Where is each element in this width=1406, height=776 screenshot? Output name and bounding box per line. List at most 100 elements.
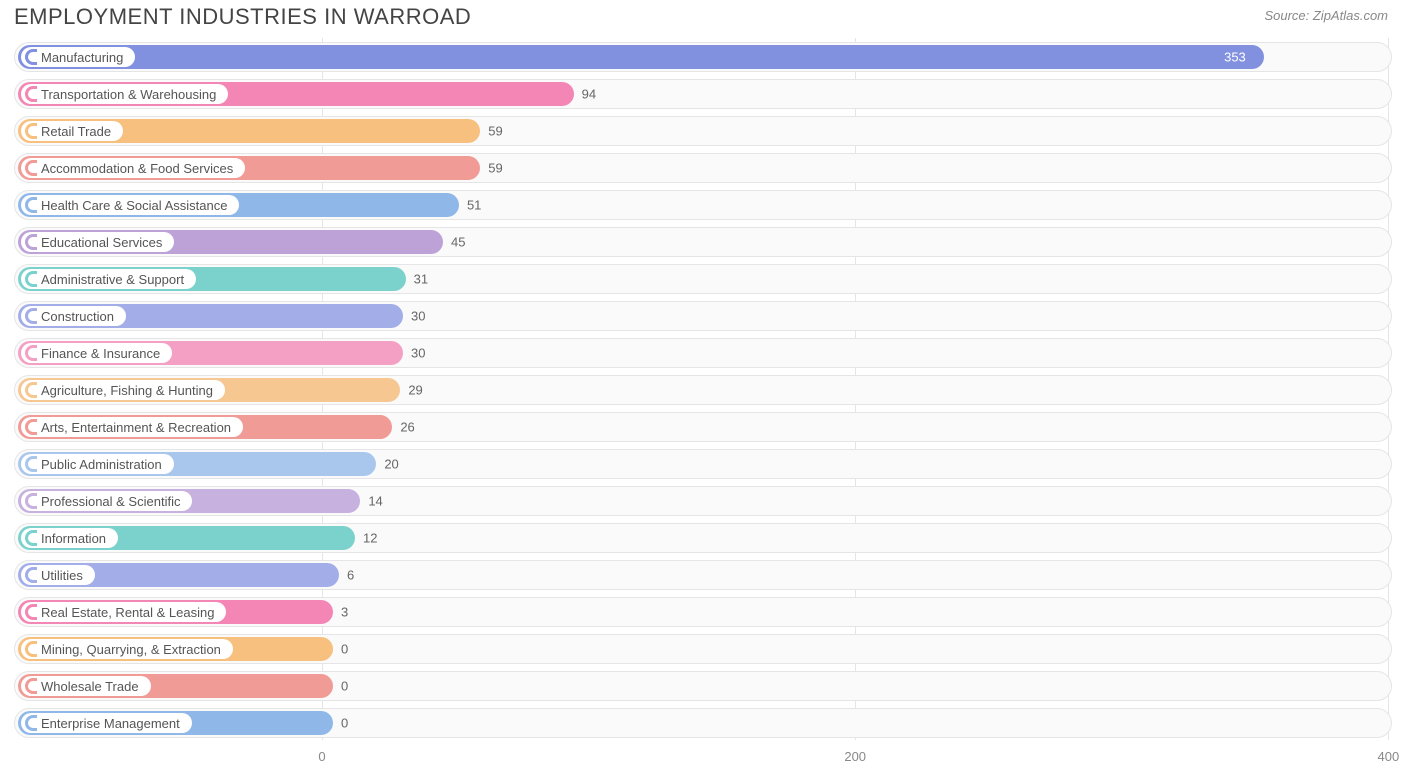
bar-label: Transportation & Warehousing [41, 87, 216, 102]
bar-label: Retail Trade [41, 124, 111, 139]
bar-row: Manufacturing 353 [14, 42, 1392, 72]
bar-row: Accommodation & Food Services 59 [14, 153, 1392, 183]
bars-container: Manufacturing 353 Transportation & Warehou… [14, 38, 1392, 738]
pill-arc [25, 604, 37, 620]
pill-arc [25, 234, 37, 250]
bar-label: Wholesale Trade [41, 679, 139, 694]
pill-arc [25, 678, 37, 694]
bar-label: Construction [41, 309, 114, 324]
bar-value: 94 [582, 87, 596, 102]
bar-value: 12 [363, 531, 377, 546]
bar-value: 0 [341, 679, 348, 694]
axis-tick-label: 400 [1378, 749, 1400, 764]
chart-area: Manufacturing 353 Transportation & Warehou… [0, 38, 1406, 740]
pill-arc [25, 641, 37, 657]
bar-row: Arts, Entertainment & Recreation 26 [14, 412, 1392, 442]
bar-label-pill: Public Administration [21, 454, 174, 474]
pill-arc [25, 49, 37, 65]
bar-label-pill: Administrative & Support [21, 269, 196, 289]
bar-label: Finance & Insurance [41, 346, 160, 361]
bar-row: Professional & Scientific 14 [14, 486, 1392, 516]
bar-label: Agriculture, Fishing & Hunting [41, 383, 213, 398]
bar-row: Utilities 6 [14, 560, 1392, 590]
bar-row: Agriculture, Fishing & Hunting 29 [14, 375, 1392, 405]
bar-value: 353 [1224, 50, 1379, 65]
bar-row: Public Administration 20 [14, 449, 1392, 479]
bar-label: Manufacturing [41, 50, 123, 65]
bar-row: Retail Trade 59 [14, 116, 1392, 146]
bar-label: Enterprise Management [41, 716, 180, 731]
pill-arc [25, 160, 37, 176]
bar-row: Construction 30 [14, 301, 1392, 331]
bar-value: 31 [414, 272, 428, 287]
bar-label: Information [41, 531, 106, 546]
bar-label: Public Administration [41, 457, 162, 472]
bar-label-pill: Information [21, 528, 118, 548]
bar-label: Accommodation & Food Services [41, 161, 233, 176]
bar-label-pill: Accommodation & Food Services [21, 158, 245, 178]
axis-tick-label: 200 [844, 749, 866, 764]
bar-value: 20 [384, 457, 398, 472]
bar-value: 51 [467, 198, 481, 213]
x-axis: 0200400 [14, 745, 1392, 769]
bar-label-pill: Construction [21, 306, 126, 326]
bar-value: 59 [488, 161, 502, 176]
bar-label-pill: Health Care & Social Assistance [21, 195, 239, 215]
bar-value: 30 [411, 346, 425, 361]
bar-value: 26 [400, 420, 414, 435]
pill-arc [25, 308, 37, 324]
bar-label-pill: Real Estate, Rental & Leasing [21, 602, 226, 622]
chart-header: EMPLOYMENT INDUSTRIES IN WARROAD Source:… [0, 0, 1406, 38]
bar-label-pill: Finance & Insurance [21, 343, 172, 363]
bar-label: Mining, Quarrying, & Extraction [41, 642, 221, 657]
bar-value: 14 [368, 494, 382, 509]
bar-label-pill: Professional & Scientific [21, 491, 192, 511]
chart-title: EMPLOYMENT INDUSTRIES IN WARROAD [14, 4, 471, 30]
bar-value: 59 [488, 124, 502, 139]
bar-row: Wholesale Trade 0 [14, 671, 1392, 701]
pill-arc [25, 382, 37, 398]
bar-value: 30 [411, 309, 425, 324]
chart-plot: Manufacturing 353 Transportation & Warehou… [14, 38, 1392, 740]
bar-value: 45 [451, 235, 465, 250]
bar-value: 0 [341, 642, 348, 657]
bar-row: Health Care & Social Assistance 51 [14, 190, 1392, 220]
bar-label-pill: Arts, Entertainment & Recreation [21, 417, 243, 437]
pill-arc [25, 567, 37, 583]
bar-label: Educational Services [41, 235, 162, 250]
bar-row: Enterprise Management 0 [14, 708, 1392, 738]
pill-arc [25, 123, 37, 139]
bar-value: 3 [341, 605, 348, 620]
bar-value: 0 [341, 716, 348, 731]
bar-label-pill: Utilities [21, 565, 95, 585]
bar-label: Arts, Entertainment & Recreation [41, 420, 231, 435]
pill-arc [25, 271, 37, 287]
bar-row: Educational Services 45 [14, 227, 1392, 257]
bar-label: Utilities [41, 568, 83, 583]
bar-label: Health Care & Social Assistance [41, 198, 227, 213]
bar-value: 6 [347, 568, 354, 583]
pill-arc [25, 530, 37, 546]
bar-row: Transportation & Warehousing 94 [14, 79, 1392, 109]
pill-arc [25, 345, 37, 361]
bar-label-pill: Educational Services [21, 232, 174, 252]
bar-label-pill: Manufacturing [21, 47, 135, 67]
bar-label-pill: Retail Trade [21, 121, 123, 141]
bar-fill [18, 45, 1264, 69]
chart-source: Source: ZipAtlas.com [1264, 8, 1388, 23]
bar-label-pill: Mining, Quarrying, & Extraction [21, 639, 233, 659]
pill-arc [25, 493, 37, 509]
bar-label: Administrative & Support [41, 272, 184, 287]
bar-row: Finance & Insurance 30 [14, 338, 1392, 368]
bar-label-pill: Transportation & Warehousing [21, 84, 228, 104]
bar-row: Real Estate, Rental & Leasing 3 [14, 597, 1392, 627]
pill-arc [25, 197, 37, 213]
bar-row: Information 12 [14, 523, 1392, 553]
bar-label-pill: Wholesale Trade [21, 676, 151, 696]
bar-label-pill: Enterprise Management [21, 713, 192, 733]
bar-value: 29 [408, 383, 422, 398]
bar-label: Professional & Scientific [41, 494, 180, 509]
axis-tick-label: 0 [318, 749, 325, 764]
pill-arc [25, 86, 37, 102]
pill-arc [25, 419, 37, 435]
